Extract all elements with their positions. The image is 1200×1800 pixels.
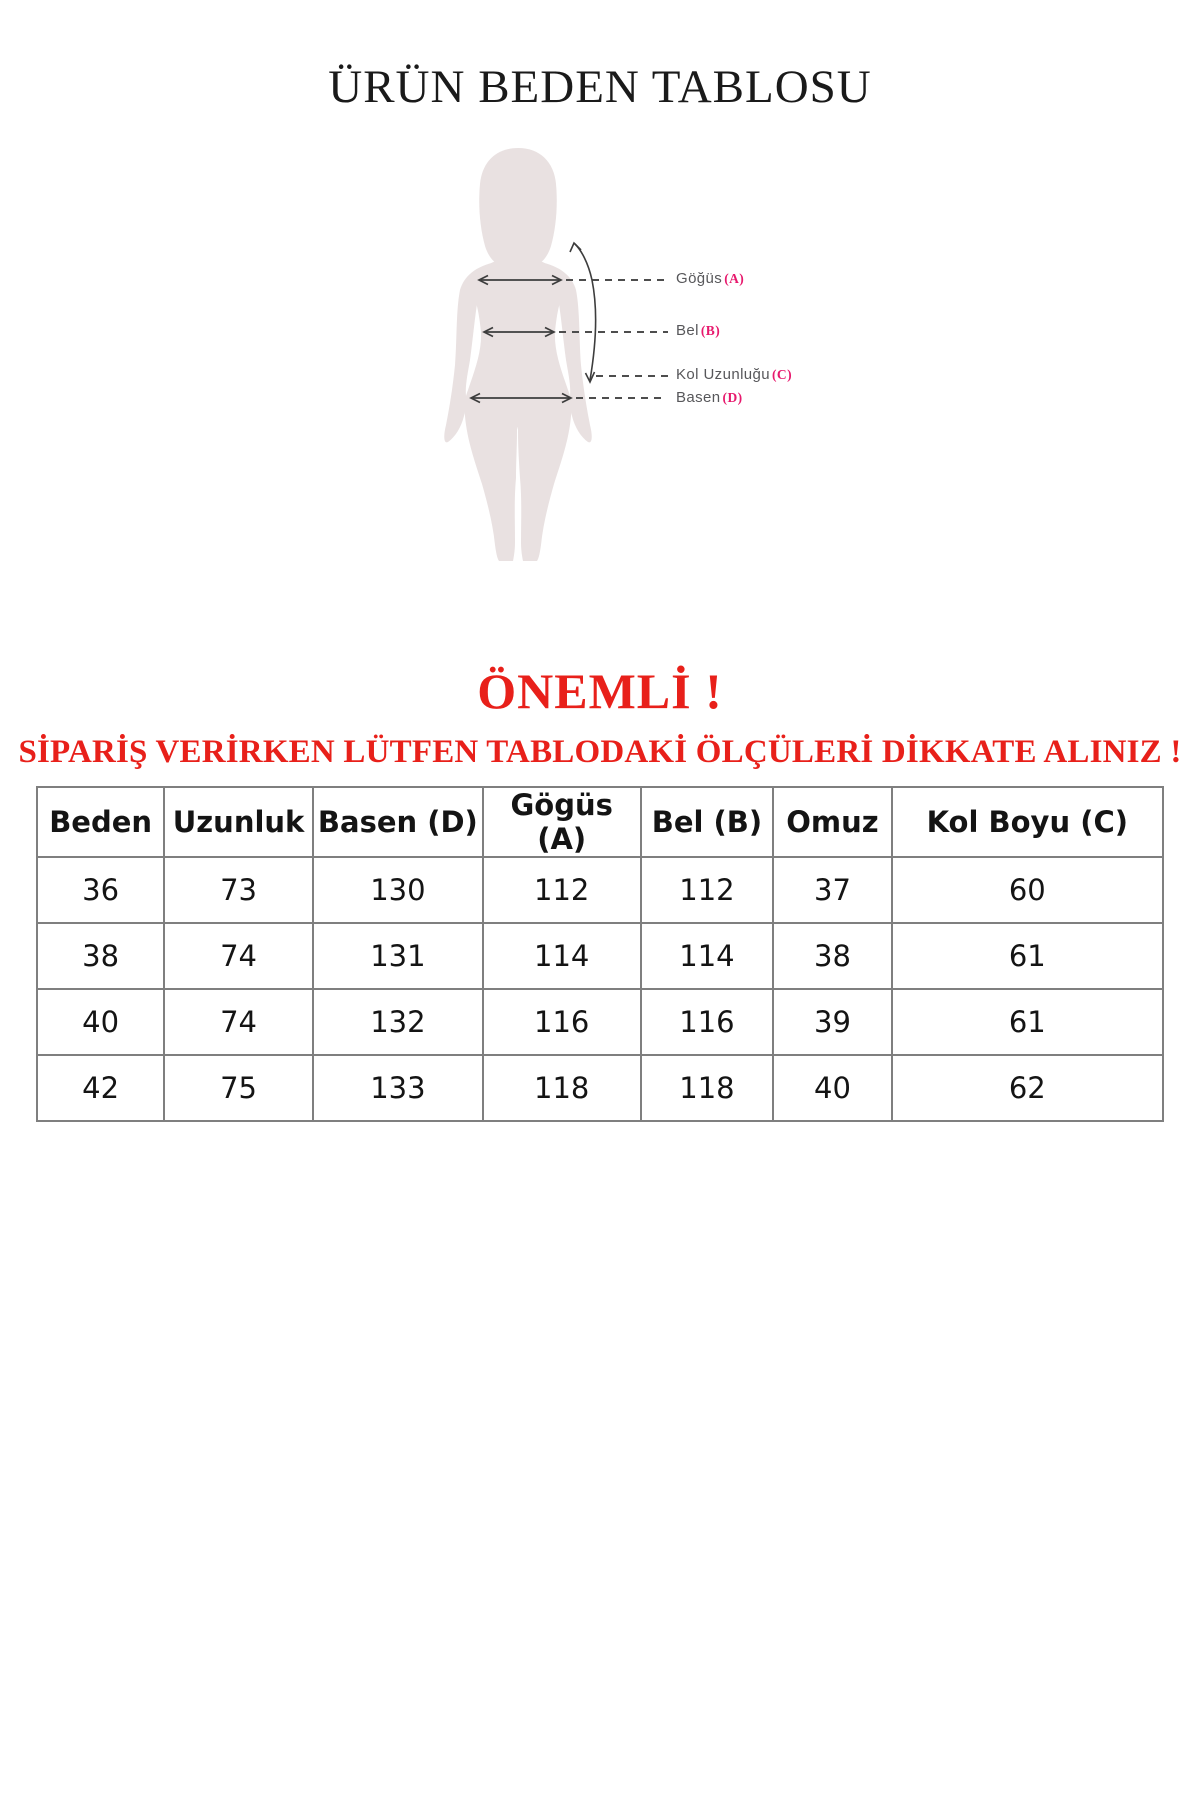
- measurement-letter: (D): [722, 390, 743, 405]
- measurement-label-waist: Bel (B): [676, 322, 720, 340]
- table-cell: 118: [639, 1054, 775, 1122]
- female-silhouette: [444, 148, 592, 561]
- table-cell: 74: [163, 922, 314, 990]
- body-measurement-diagram: [444, 148, 668, 561]
- table-cell: 40: [772, 1054, 893, 1122]
- measurement-name: Göğüs: [676, 270, 723, 287]
- measurement-label-arm-length: Kol Uzunluğu (C): [676, 366, 792, 384]
- arm-length-arrow: [569, 241, 597, 384]
- column-header: Omuz: [772, 786, 893, 858]
- table-cell: 61: [890, 922, 1165, 990]
- measurement-name: Basen: [676, 389, 721, 406]
- table-cell: 60: [890, 856, 1165, 924]
- column-header: Uzunluk: [163, 786, 314, 858]
- table-cell: 75: [163, 1054, 314, 1122]
- chest-arrow: [477, 274, 563, 286]
- table-cell: 130: [311, 856, 484, 924]
- measurement-label-chest: Göğüs (A): [676, 270, 744, 288]
- column-header: Beden: [35, 786, 166, 858]
- table-cell: 38: [772, 922, 893, 990]
- table-cell: 74: [163, 988, 314, 1056]
- table-cell: 37: [772, 856, 893, 924]
- measurement-name: Kol Uzunluğu: [676, 366, 771, 383]
- column-header: Kol Boyu (C): [890, 786, 1165, 858]
- measurement-letter: (A): [724, 271, 745, 286]
- hip-arrow: [469, 392, 573, 404]
- waist-arrow: [482, 326, 556, 338]
- important-heading: ÖNEMLİ !: [477, 663, 723, 719]
- table-row: 42 75 133 118 118 40 62: [35, 1054, 1165, 1122]
- table-cell: 36: [35, 856, 166, 924]
- measurement-letter: (B): [700, 323, 721, 338]
- table-cell: 114: [639, 922, 775, 990]
- table-row: 38 74 131 114 114 38 61: [35, 922, 1165, 990]
- table-cell: 62: [890, 1054, 1165, 1122]
- page-title: ÜRÜN BEDEN TABLOSU: [328, 61, 872, 113]
- table-row: 36 73 130 112 112 37 60: [35, 856, 1165, 924]
- measurement-label-hip: Basen (D): [676, 389, 743, 407]
- table-cell: 42: [35, 1054, 166, 1122]
- table-cell: 116: [639, 988, 775, 1056]
- table-cell: 112: [481, 856, 642, 924]
- measurement-letter: (C): [772, 367, 792, 382]
- size-table: Beden Uzunluk Basen (D) Gögüs (A) Bel (B) Omu…: [35, 786, 1165, 1122]
- column-header: Gögüs (A): [481, 786, 642, 858]
- table-cell: 73: [163, 856, 314, 924]
- table-cell: 133: [311, 1054, 484, 1122]
- table-cell: 61: [890, 988, 1165, 1056]
- measurement-name: Bel: [676, 322, 699, 339]
- column-header: Bel (B): [639, 786, 775, 858]
- table-cell: 39: [772, 988, 893, 1056]
- table-cell: 112: [639, 856, 775, 924]
- table-cell: 132: [311, 988, 484, 1056]
- size-table-header-row: Beden Uzunluk Basen (D) Gögüs (A) Bel (B) Omu…: [35, 786, 1165, 858]
- table-cell: 116: [481, 988, 642, 1056]
- table-cell: 114: [481, 922, 642, 990]
- column-header: Basen (D): [311, 786, 484, 858]
- table-cell: 118: [481, 1054, 642, 1122]
- table-row: 40 74 132 116 116 39 61: [35, 988, 1165, 1056]
- table-cell: 40: [35, 988, 166, 1056]
- order-warning-text: SİPARİŞ VERİRKEN LÜTFEN TABLODAKİ ÖLÇÜLE…: [18, 734, 1182, 770]
- table-cell: 131: [311, 922, 484, 990]
- table-cell: 38: [35, 922, 166, 990]
